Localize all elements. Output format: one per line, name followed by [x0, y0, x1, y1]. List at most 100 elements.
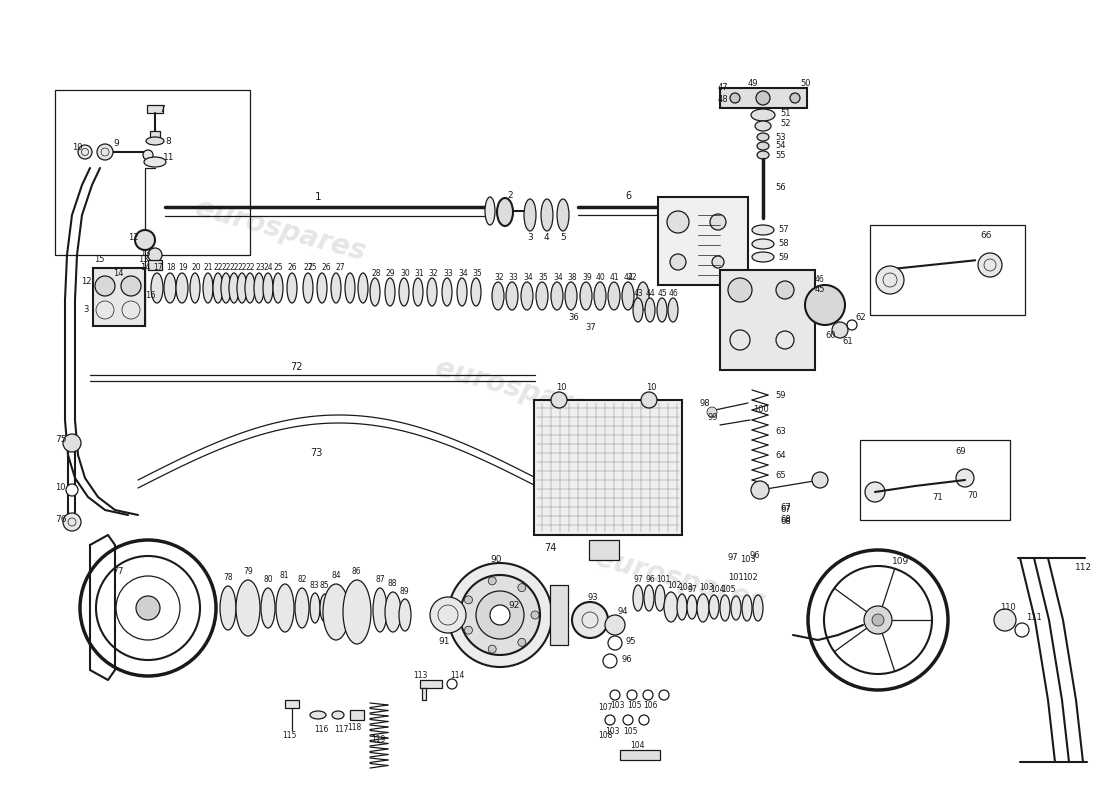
Text: 117: 117 [334, 726, 349, 734]
Ellipse shape [697, 594, 710, 622]
Text: 79: 79 [243, 567, 253, 577]
Ellipse shape [621, 282, 634, 310]
Text: 83: 83 [310, 581, 320, 590]
Circle shape [518, 638, 526, 646]
Text: 6: 6 [625, 191, 631, 201]
Circle shape [518, 584, 526, 592]
Text: 104: 104 [710, 585, 725, 594]
Text: 13: 13 [140, 249, 151, 258]
Text: 105: 105 [623, 726, 638, 735]
Circle shape [460, 575, 540, 655]
Text: 92: 92 [508, 601, 519, 610]
Text: 82: 82 [297, 575, 307, 585]
Ellipse shape [385, 278, 395, 306]
Ellipse shape [273, 273, 283, 303]
Text: 34: 34 [522, 273, 532, 282]
Text: 63: 63 [776, 427, 785, 437]
Text: 28: 28 [371, 269, 381, 278]
Text: 4: 4 [544, 233, 550, 242]
Ellipse shape [245, 273, 255, 303]
Bar [150, 131, 160, 138]
Ellipse shape [345, 273, 355, 303]
Circle shape [872, 614, 884, 626]
Text: 94: 94 [618, 606, 628, 615]
Text: 73: 73 [310, 448, 322, 458]
Ellipse shape [608, 282, 620, 310]
Ellipse shape [752, 239, 774, 249]
Ellipse shape [220, 586, 236, 630]
Text: 58: 58 [778, 239, 789, 249]
Circle shape [464, 626, 473, 634]
Bar [147, 105, 163, 113]
Text: 22: 22 [214, 263, 223, 273]
Ellipse shape [557, 199, 569, 231]
Text: 20: 20 [191, 263, 200, 273]
Text: 33: 33 [508, 273, 518, 282]
Text: 3: 3 [82, 306, 88, 314]
Ellipse shape [399, 599, 411, 631]
Text: 102: 102 [667, 582, 681, 590]
Bar [550, 585, 568, 645]
Ellipse shape [385, 592, 402, 632]
Text: 14: 14 [113, 269, 123, 278]
Text: 29: 29 [386, 269, 396, 278]
Text: 51: 51 [780, 109, 791, 118]
Circle shape [776, 281, 794, 299]
Ellipse shape [732, 596, 741, 620]
Ellipse shape [485, 197, 495, 225]
Text: 108: 108 [598, 730, 613, 739]
Ellipse shape [331, 273, 341, 303]
Text: 70: 70 [967, 490, 978, 499]
Text: 106: 106 [644, 702, 658, 710]
Ellipse shape [221, 273, 231, 303]
Circle shape [448, 563, 552, 667]
Ellipse shape [276, 584, 294, 632]
Text: 68: 68 [780, 515, 791, 525]
Ellipse shape [751, 109, 776, 121]
Text: 101: 101 [656, 574, 670, 583]
Bar [720, 88, 807, 108]
Text: 86: 86 [352, 567, 362, 577]
Ellipse shape [521, 282, 534, 310]
Text: 15: 15 [94, 255, 104, 265]
Ellipse shape [492, 282, 504, 310]
Text: 32: 32 [494, 273, 504, 282]
Text: 27: 27 [304, 263, 313, 273]
Ellipse shape [373, 588, 387, 632]
Ellipse shape [358, 273, 368, 303]
Ellipse shape [320, 594, 330, 622]
Text: 5: 5 [560, 233, 565, 242]
Ellipse shape [754, 595, 763, 621]
Circle shape [531, 611, 539, 619]
Circle shape [730, 93, 740, 103]
Circle shape [994, 609, 1016, 631]
Text: 103: 103 [740, 555, 756, 565]
Text: 24: 24 [264, 263, 274, 273]
Text: 56: 56 [776, 183, 785, 193]
Ellipse shape [370, 278, 379, 306]
Text: 103: 103 [605, 726, 619, 735]
Text: 100: 100 [754, 406, 769, 414]
Circle shape [670, 254, 686, 270]
Text: 75: 75 [55, 435, 66, 445]
Ellipse shape [204, 273, 213, 303]
Text: 97: 97 [634, 574, 643, 583]
Text: 48: 48 [718, 95, 728, 105]
Text: 14: 14 [140, 263, 151, 273]
Ellipse shape [752, 252, 774, 262]
Text: 72: 72 [290, 362, 303, 372]
Text: 9: 9 [113, 138, 119, 147]
Text: 10: 10 [72, 143, 82, 153]
Text: 76: 76 [55, 515, 66, 525]
Text: 80: 80 [263, 575, 273, 585]
Text: 102: 102 [742, 574, 758, 582]
Text: 27: 27 [336, 263, 344, 273]
Ellipse shape [135, 230, 155, 250]
Ellipse shape [632, 585, 644, 611]
Text: 21: 21 [204, 263, 213, 273]
Ellipse shape [295, 588, 309, 628]
Ellipse shape [565, 282, 578, 310]
Text: 69: 69 [955, 447, 966, 457]
Ellipse shape [757, 133, 769, 141]
Text: 36: 36 [568, 314, 579, 322]
